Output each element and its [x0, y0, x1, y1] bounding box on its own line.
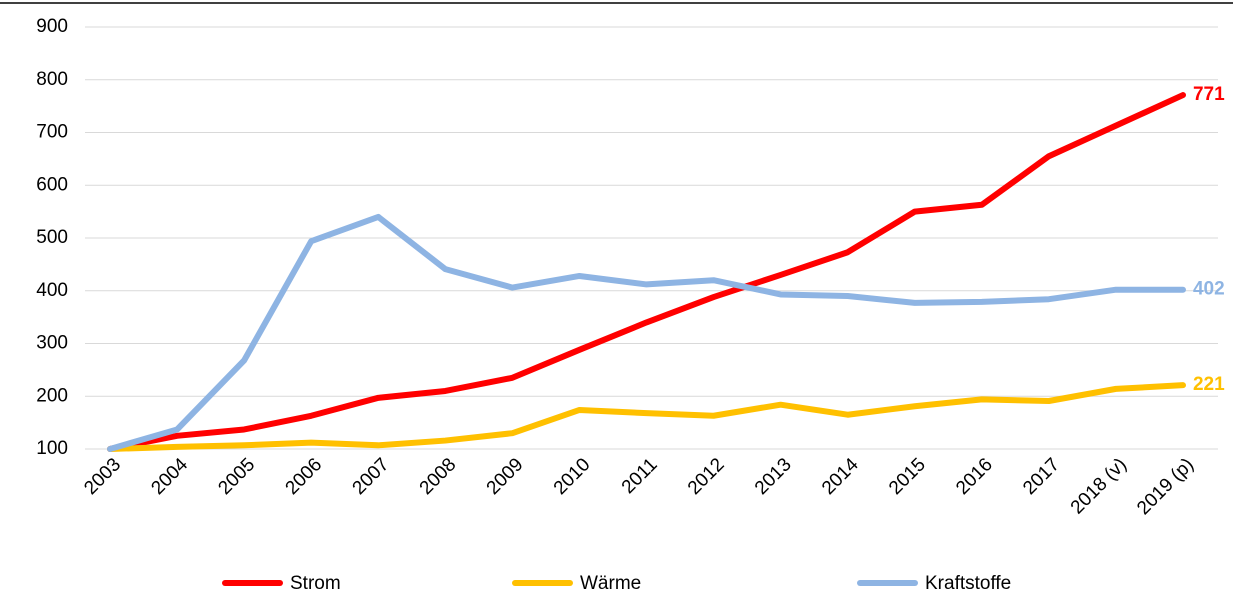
x-tick-label: 2017	[1019, 454, 1064, 499]
series-line	[107, 382, 1186, 452]
x-tick-label: 2008	[416, 454, 461, 499]
legend-label: Wärme	[580, 573, 641, 594]
y-tick-label: 100	[36, 438, 68, 459]
x-tick-label: 2011	[618, 454, 662, 498]
x-tick-label: 2010	[550, 454, 595, 499]
series-line	[107, 92, 1186, 452]
x-tick-label: 2012	[684, 454, 729, 499]
y-tick-label: 300	[36, 333, 68, 354]
y-tick-label: 500	[36, 227, 68, 248]
end-label: 402	[1193, 279, 1225, 300]
x-tick-label: 2014	[818, 454, 863, 499]
series-line	[107, 213, 1186, 452]
x-tick-label: 2016	[952, 454, 997, 499]
x-tick-label: 2006	[282, 454, 327, 499]
y-tick-label: 700	[36, 122, 68, 143]
x-tick-label: 2015	[885, 454, 930, 499]
x-tick-label: 2003	[80, 454, 125, 499]
end-label: 221	[1193, 374, 1225, 395]
legend-label: Strom	[290, 573, 341, 594]
x-tick-label: 2004	[147, 454, 192, 499]
y-tick-label: 200	[36, 385, 68, 406]
x-tick-label: 2005	[214, 454, 259, 499]
y-tick-label: 900	[36, 16, 68, 37]
x-tick-label: 2018 (v)	[1067, 454, 1131, 518]
y-tick-label: 600	[36, 174, 68, 195]
x-tick-label: 2009	[483, 454, 528, 499]
y-tick-label: 400	[36, 280, 68, 301]
end-label: 771	[1193, 84, 1225, 105]
x-tick-label: 2007	[349, 454, 394, 499]
x-tick-label: 2013	[751, 454, 796, 499]
legend-label: Kraftstoffe	[925, 573, 1011, 594]
x-tick-label: 2019 (p)	[1133, 454, 1198, 519]
y-tick-label: 800	[36, 69, 68, 90]
